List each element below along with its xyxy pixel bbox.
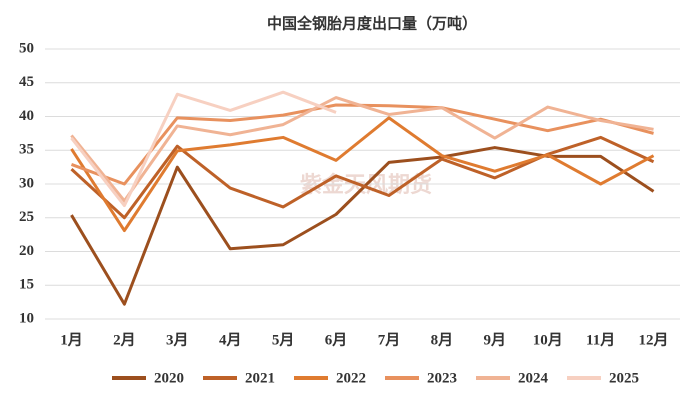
x-tick-label: 4月 [219, 331, 242, 348]
x-tick-label: 8月 [431, 331, 454, 348]
x-tick-label: 12月 [639, 331, 669, 348]
x-tick-label: 7月 [378, 331, 401, 348]
legend-label: 2021 [245, 370, 275, 386]
y-tick-label: 20 [19, 243, 34, 259]
legend-label: 2023 [427, 370, 457, 386]
legend-label: 2025 [609, 370, 639, 386]
y-tick-label: 50 [19, 40, 34, 56]
x-tick-label: 9月 [484, 331, 507, 348]
series-line [70, 135, 655, 220]
y-tick-label: 30 [19, 175, 34, 191]
y-tick-label: 25 [19, 209, 34, 225]
x-tick-label: 10月 [533, 331, 563, 348]
x-tick-label: 1月 [60, 331, 83, 348]
x-tick-label: 2月 [113, 331, 136, 348]
legend-label: 2020 [154, 370, 184, 386]
x-tick-label: 11月 [586, 331, 615, 348]
series-line [70, 90, 337, 208]
chart-title: 中国全钢胎月度出口量（万吨） [267, 15, 477, 33]
legend-label: 2024 [518, 370, 549, 386]
y-tick-label: 35 [19, 142, 34, 158]
x-tick-label: 6月 [325, 331, 348, 348]
y-tick-label: 15 [19, 277, 34, 293]
y-tick-label: 45 [19, 74, 34, 90]
x-tick-label: 3月 [166, 331, 189, 348]
series-line [70, 146, 655, 306]
y-tick-label: 40 [19, 108, 34, 124]
series-line [70, 96, 654, 203]
legend-label: 2022 [336, 370, 366, 386]
x-tick-label: 5月 [272, 331, 295, 348]
y-tick-label: 10 [19, 310, 34, 326]
series-line [70, 116, 655, 233]
